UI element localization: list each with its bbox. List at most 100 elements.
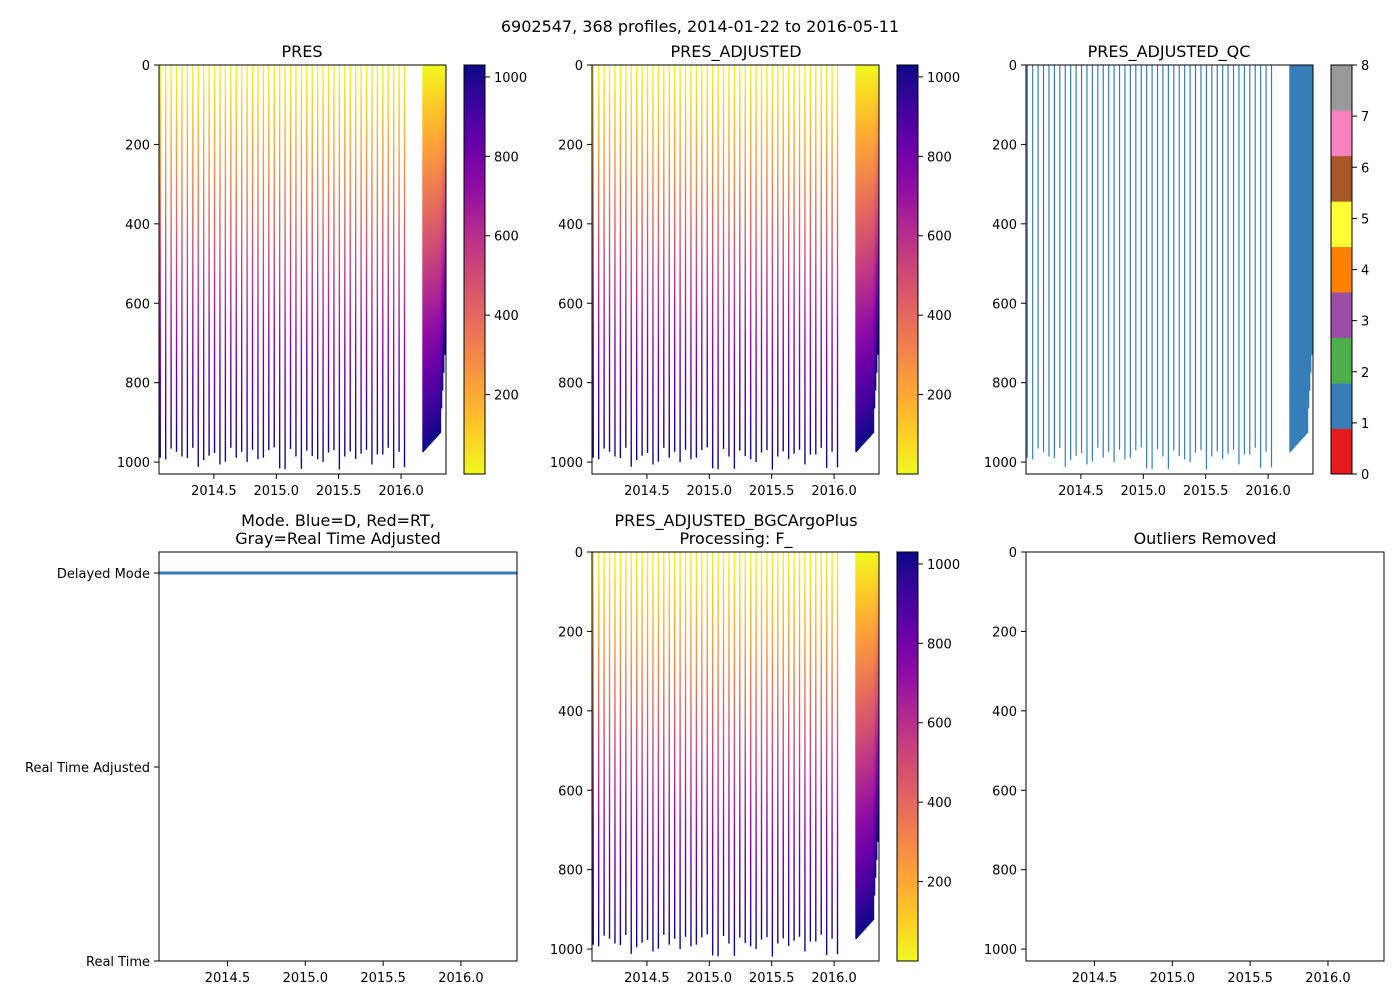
pres-adjusted-qc-axes-frame (1025, 64, 1314, 475)
colorbar-tick-label: 2 (1361, 366, 1369, 381)
profile-column (1297, 65, 1300, 443)
colorbar-tick-label: 5 (1361, 212, 1369, 227)
profile-column (861, 552, 864, 933)
qc-colorbar-segment (1331, 337, 1352, 384)
profile-column (855, 552, 857, 940)
profile-column (864, 552, 867, 929)
outliers-axes-frame (1025, 551, 1385, 962)
profile-column (1135, 65, 1137, 451)
profile-column (798, 65, 801, 450)
profile-column (202, 65, 205, 461)
profile-column (443, 65, 446, 355)
profile-column (1307, 65, 1310, 409)
profile-column (311, 65, 313, 457)
qc-colorbar-segment (1331, 246, 1352, 293)
profile-column (663, 552, 665, 935)
colorbar-tick-label: 200 (494, 389, 519, 404)
panel-pres-adjusted-qc: PRES_ADJUSTED_QC 2014.5 2015.0 2015.5 2016.… (984, 42, 1369, 499)
profile-column (439, 65, 442, 434)
profile-column (744, 552, 746, 944)
profile-column (777, 552, 779, 944)
profile-column (1238, 65, 1240, 465)
profile-column (652, 552, 654, 952)
profile-column (597, 65, 600, 460)
profile-column (856, 552, 859, 938)
profile-column (1173, 65, 1175, 451)
profile-column (1211, 65, 1213, 457)
profile-column (333, 65, 335, 451)
profile-column (371, 65, 373, 465)
profile-column (592, 65, 594, 458)
ytick-label: 800 (558, 864, 583, 879)
profile-column (870, 65, 873, 436)
profile-column (273, 65, 275, 448)
profile-column (1097, 65, 1099, 448)
profile-column (695, 552, 698, 945)
profile-column (863, 65, 866, 443)
qc-colorbar-segment (1331, 383, 1352, 429)
profile-column (1310, 65, 1313, 355)
ytick-label: 1000 (550, 456, 583, 471)
profile-column (295, 65, 297, 457)
profile-column (868, 65, 870, 438)
profile-column (630, 65, 632, 467)
panel-mode: Mode. Blue=D, Red=RT, Gray=Real Time Adj… (25, 511, 518, 986)
profile-column (349, 65, 351, 452)
profile-column (641, 552, 643, 943)
profile-column (1260, 65, 1262, 469)
profile-column (1254, 65, 1256, 448)
profile-column (1303, 65, 1305, 437)
profile-column (625, 552, 627, 935)
bgc-y-ticks: 0 200 400 600 800 1000 (550, 546, 592, 958)
colorbar-tick-label: 800 (494, 150, 519, 165)
pres-adjusted-x-ticks: 2014.5 2015.0 2015.5 2016.0 (624, 474, 857, 499)
panel-mode-title-line1: Mode. Blue=D, Red=RT, (241, 511, 435, 530)
profile-column (679, 65, 681, 463)
pres-colorbar-frame (463, 64, 486, 475)
xtick-label: 2014.5 (191, 484, 237, 499)
profile-column (825, 65, 828, 469)
profile-column (867, 65, 869, 440)
profile-column (1059, 65, 1061, 448)
colorbar-tick-label: 400 (494, 309, 519, 324)
profile-column (673, 552, 676, 939)
profile-column (809, 552, 812, 942)
pres-adjusted-colorbar-fill (897, 65, 918, 474)
profile-column (1227, 65, 1229, 454)
panel-bgc-argo-plus: PRES_ADJUSTED_BGCArgoPlus Processing: F_… (550, 511, 960, 986)
profile-column (438, 65, 441, 435)
profile-column (1167, 65, 1169, 469)
mode-x-ticks: 2014.5 2015.0 2015.5 2016.0 (205, 961, 484, 986)
profile-column (1178, 65, 1180, 457)
colorbar-tick-label: 400 (927, 796, 952, 811)
profile-column (268, 65, 270, 451)
profile-column (327, 65, 330, 453)
profile-column (722, 65, 725, 449)
profile-column (1189, 65, 1191, 463)
profile-column (858, 552, 861, 936)
qc-colorbar-ticks: 0 1 2 3 4 5 6 7 8 (1352, 59, 1369, 483)
profile-column (619, 552, 622, 946)
profile-column (1308, 65, 1311, 391)
profile-column (862, 65, 865, 444)
qc-colorbar-segment (1331, 65, 1352, 111)
mode-ytick-label-rt-adjusted: Real Time Adjusted (25, 761, 150, 776)
profile-column (873, 552, 876, 896)
profile-column (1194, 65, 1197, 453)
profile-column (603, 65, 605, 449)
profile-column (766, 65, 768, 451)
profile-column (1292, 65, 1295, 449)
colorbar-tick-label: 7 (1361, 110, 1369, 125)
xtick-label: 2016.0 (378, 484, 424, 499)
profile-column (365, 65, 368, 450)
colorbar-tick-label: 3 (1361, 315, 1369, 330)
profile-column (435, 65, 437, 438)
profile-column (1129, 65, 1131, 458)
profile-column (749, 552, 752, 947)
colorbar-tick-label: 0 (1361, 468, 1369, 483)
profile-column (820, 552, 822, 935)
profile-column (224, 65, 227, 462)
profile-column (836, 552, 839, 955)
profile-column (240, 65, 243, 452)
profile-column (1205, 65, 1207, 470)
